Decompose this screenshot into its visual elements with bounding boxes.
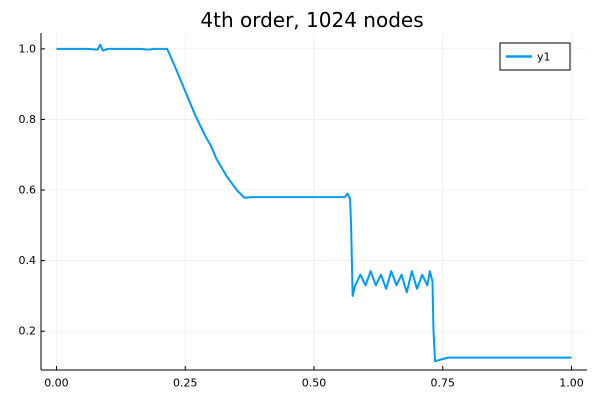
grid <box>41 33 587 370</box>
x-tick-label: 1.00 <box>559 377 584 390</box>
axes: 0.00 0.25 0.50 0.75 1.00 0.2 0.4 0.6 0.8 1.0 <box>19 33 587 390</box>
chart-title: 4th order, 1024 nodes <box>200 8 423 32</box>
legend-label: y1 <box>537 51 551 64</box>
legend: y1 <box>499 42 571 71</box>
y-tick-label: 0.6 <box>19 184 37 197</box>
x-tick-label: 0.75 <box>431 377 456 390</box>
y-tick-label: 0.8 <box>19 113 37 126</box>
x-tick-label: 0.00 <box>44 377 69 390</box>
series-line-y1 <box>56 43 572 363</box>
x-tick-label: 0.50 <box>302 377 327 390</box>
series-layer <box>56 43 572 363</box>
y-tick-label: 1.0 <box>19 42 37 55</box>
x-tick-label: 0.25 <box>173 377 198 390</box>
y-tick-label: 0.4 <box>19 254 37 267</box>
y-tick-label: 0.2 <box>19 325 37 338</box>
